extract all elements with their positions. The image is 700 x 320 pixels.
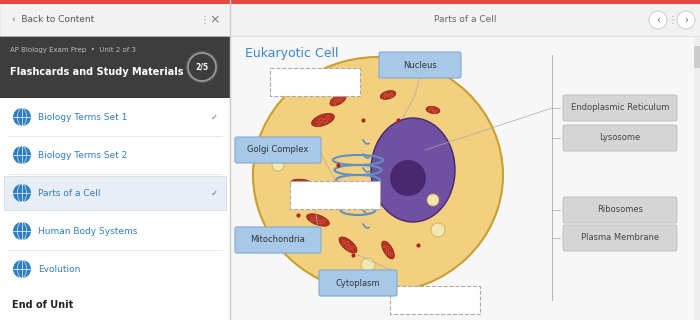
Text: ✓: ✓ (211, 113, 218, 122)
Circle shape (13, 222, 31, 240)
Text: Biology Terms Set 2: Biology Terms Set 2 (38, 150, 127, 159)
FancyBboxPatch shape (563, 125, 677, 151)
Text: ›: › (684, 15, 688, 25)
Text: Golgi Complex: Golgi Complex (247, 146, 309, 155)
Circle shape (13, 146, 31, 164)
Bar (694, 46, 700, 68)
Bar (0, 4, 230, 36)
FancyBboxPatch shape (319, 270, 397, 296)
Ellipse shape (307, 214, 330, 226)
Ellipse shape (312, 113, 335, 127)
Circle shape (13, 184, 31, 202)
Circle shape (186, 51, 218, 83)
FancyBboxPatch shape (379, 52, 461, 78)
Ellipse shape (339, 237, 357, 253)
Text: ⋮: ⋮ (667, 15, 677, 25)
Ellipse shape (382, 241, 394, 259)
Circle shape (427, 194, 439, 206)
Bar (0, 0, 700, 4)
Text: Parts of a Cell: Parts of a Cell (38, 188, 101, 197)
Text: Endoplasmic Reticulum: Endoplasmic Reticulum (570, 103, 669, 113)
FancyBboxPatch shape (235, 137, 321, 163)
Bar (290, 181, 380, 209)
Text: ×: × (209, 13, 220, 27)
Text: ‹  Back to Content: ‹ Back to Content (12, 15, 95, 25)
Text: ⋮: ⋮ (200, 15, 210, 25)
Bar (0, 0, 230, 320)
Bar (230, 0, 700, 320)
Text: End of Unit: End of Unit (12, 300, 74, 310)
Text: Plasma Membrane: Plasma Membrane (581, 234, 659, 243)
Ellipse shape (290, 179, 316, 191)
Ellipse shape (380, 91, 395, 100)
Circle shape (13, 108, 31, 126)
Text: Nucleus: Nucleus (403, 60, 437, 69)
Circle shape (13, 260, 31, 278)
Bar (270, 68, 360, 96)
Ellipse shape (253, 57, 503, 293)
Circle shape (280, 227, 296, 243)
Circle shape (431, 223, 445, 237)
Circle shape (390, 160, 426, 196)
Text: Flashcards and Study Materials: Flashcards and Study Materials (10, 67, 183, 77)
Text: AP Biology Exam Prep  •  Unit 2 of 3: AP Biology Exam Prep • Unit 2 of 3 (10, 47, 136, 53)
Text: Eukaryotic Cell: Eukaryotic Cell (245, 47, 339, 60)
Text: Cytoplasm: Cytoplasm (336, 278, 380, 287)
Text: Biology Terms Set 1: Biology Terms Set 1 (38, 113, 127, 122)
Circle shape (677, 11, 695, 29)
FancyBboxPatch shape (563, 197, 677, 223)
Text: Parts of a Cell: Parts of a Cell (434, 15, 496, 25)
Bar (0, 36, 230, 98)
Text: ✓: ✓ (211, 188, 218, 197)
Ellipse shape (297, 140, 319, 150)
Bar (4, 176, 226, 210)
Bar (230, 4, 700, 36)
FancyBboxPatch shape (563, 95, 677, 121)
Text: Lysosome: Lysosome (599, 133, 640, 142)
Text: Evolution: Evolution (38, 265, 80, 274)
Circle shape (649, 11, 667, 29)
Circle shape (188, 53, 216, 81)
Text: Mitochondria: Mitochondria (251, 236, 305, 244)
Text: 2/5: 2/5 (195, 62, 209, 71)
Text: Ribosomes: Ribosomes (597, 205, 643, 214)
FancyBboxPatch shape (563, 225, 677, 251)
Text: ‹: ‹ (656, 15, 660, 25)
Circle shape (361, 258, 375, 272)
Text: Human Body Systems: Human Body Systems (38, 227, 137, 236)
Ellipse shape (371, 118, 455, 222)
Bar (694, 36, 700, 320)
Ellipse shape (426, 106, 440, 114)
Bar (390, 286, 480, 314)
Ellipse shape (330, 94, 346, 106)
FancyBboxPatch shape (235, 227, 321, 253)
Circle shape (272, 159, 284, 171)
